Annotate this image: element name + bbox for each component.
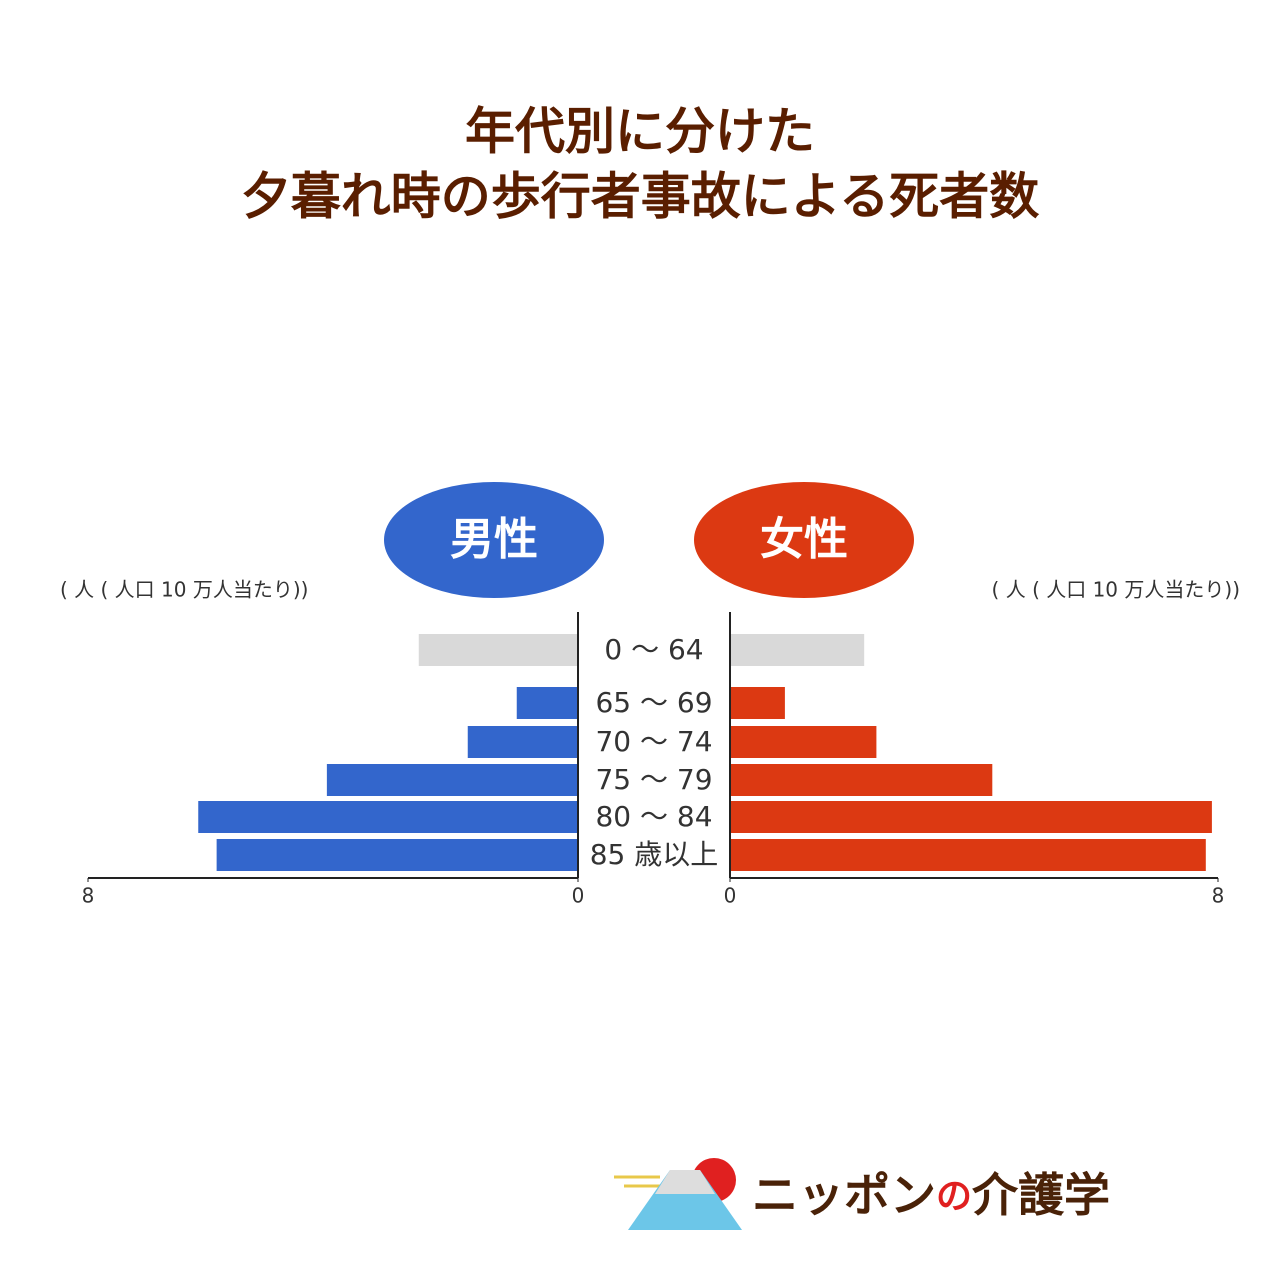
bar: [516, 687, 578, 719]
bar: [730, 801, 1212, 833]
logo-snow: [655, 1170, 715, 1194]
logo-text: ニッポン: [752, 1168, 936, 1222]
bar: [198, 801, 578, 833]
bar: [216, 839, 578, 871]
category-label: 75 ～ 79: [595, 763, 712, 796]
legend-badge: [384, 482, 604, 598]
logo: ニッポンの介護学: [614, 1158, 1110, 1230]
x-tick-label: 0: [724, 884, 737, 908]
logo-mountain: [628, 1170, 742, 1230]
bar: [730, 726, 877, 758]
category-label: 0 ～ 64: [604, 633, 703, 666]
legend-label: 女性: [760, 514, 848, 565]
chart-title: 夕暮れ時の歩行者事故による死者数: [241, 168, 1040, 226]
logo-text: ニッポンの介護学: [752, 1168, 1110, 1222]
x-tick-label: 8: [82, 884, 95, 908]
bar: [467, 726, 578, 758]
bar: [326, 764, 578, 796]
category-label: 70 ～ 74: [595, 725, 712, 758]
unit-label: ( 人 ( 人口 10 万人当たり)): [60, 578, 308, 602]
chart-title: 年代別に分けた: [465, 103, 815, 161]
category-label: 80 ～ 84: [595, 800, 712, 833]
bar: [730, 687, 785, 719]
legend-label: 男性: [450, 514, 538, 565]
legend-badge: [694, 482, 914, 598]
category-label: 85 歳以上: [590, 838, 719, 871]
x-tick-label: 8: [1212, 884, 1225, 908]
category-label: 65 ～ 69: [595, 686, 712, 719]
unit-label: ( 人 ( 人口 10 万人当たり)): [992, 578, 1240, 602]
bar: [730, 764, 993, 796]
bar: [730, 634, 865, 666]
bar: [418, 634, 578, 666]
x-tick-label: 0: [572, 884, 585, 908]
bar: [730, 839, 1206, 871]
logo-text: 介護学: [972, 1168, 1110, 1222]
logo-text: の: [936, 1176, 972, 1217]
